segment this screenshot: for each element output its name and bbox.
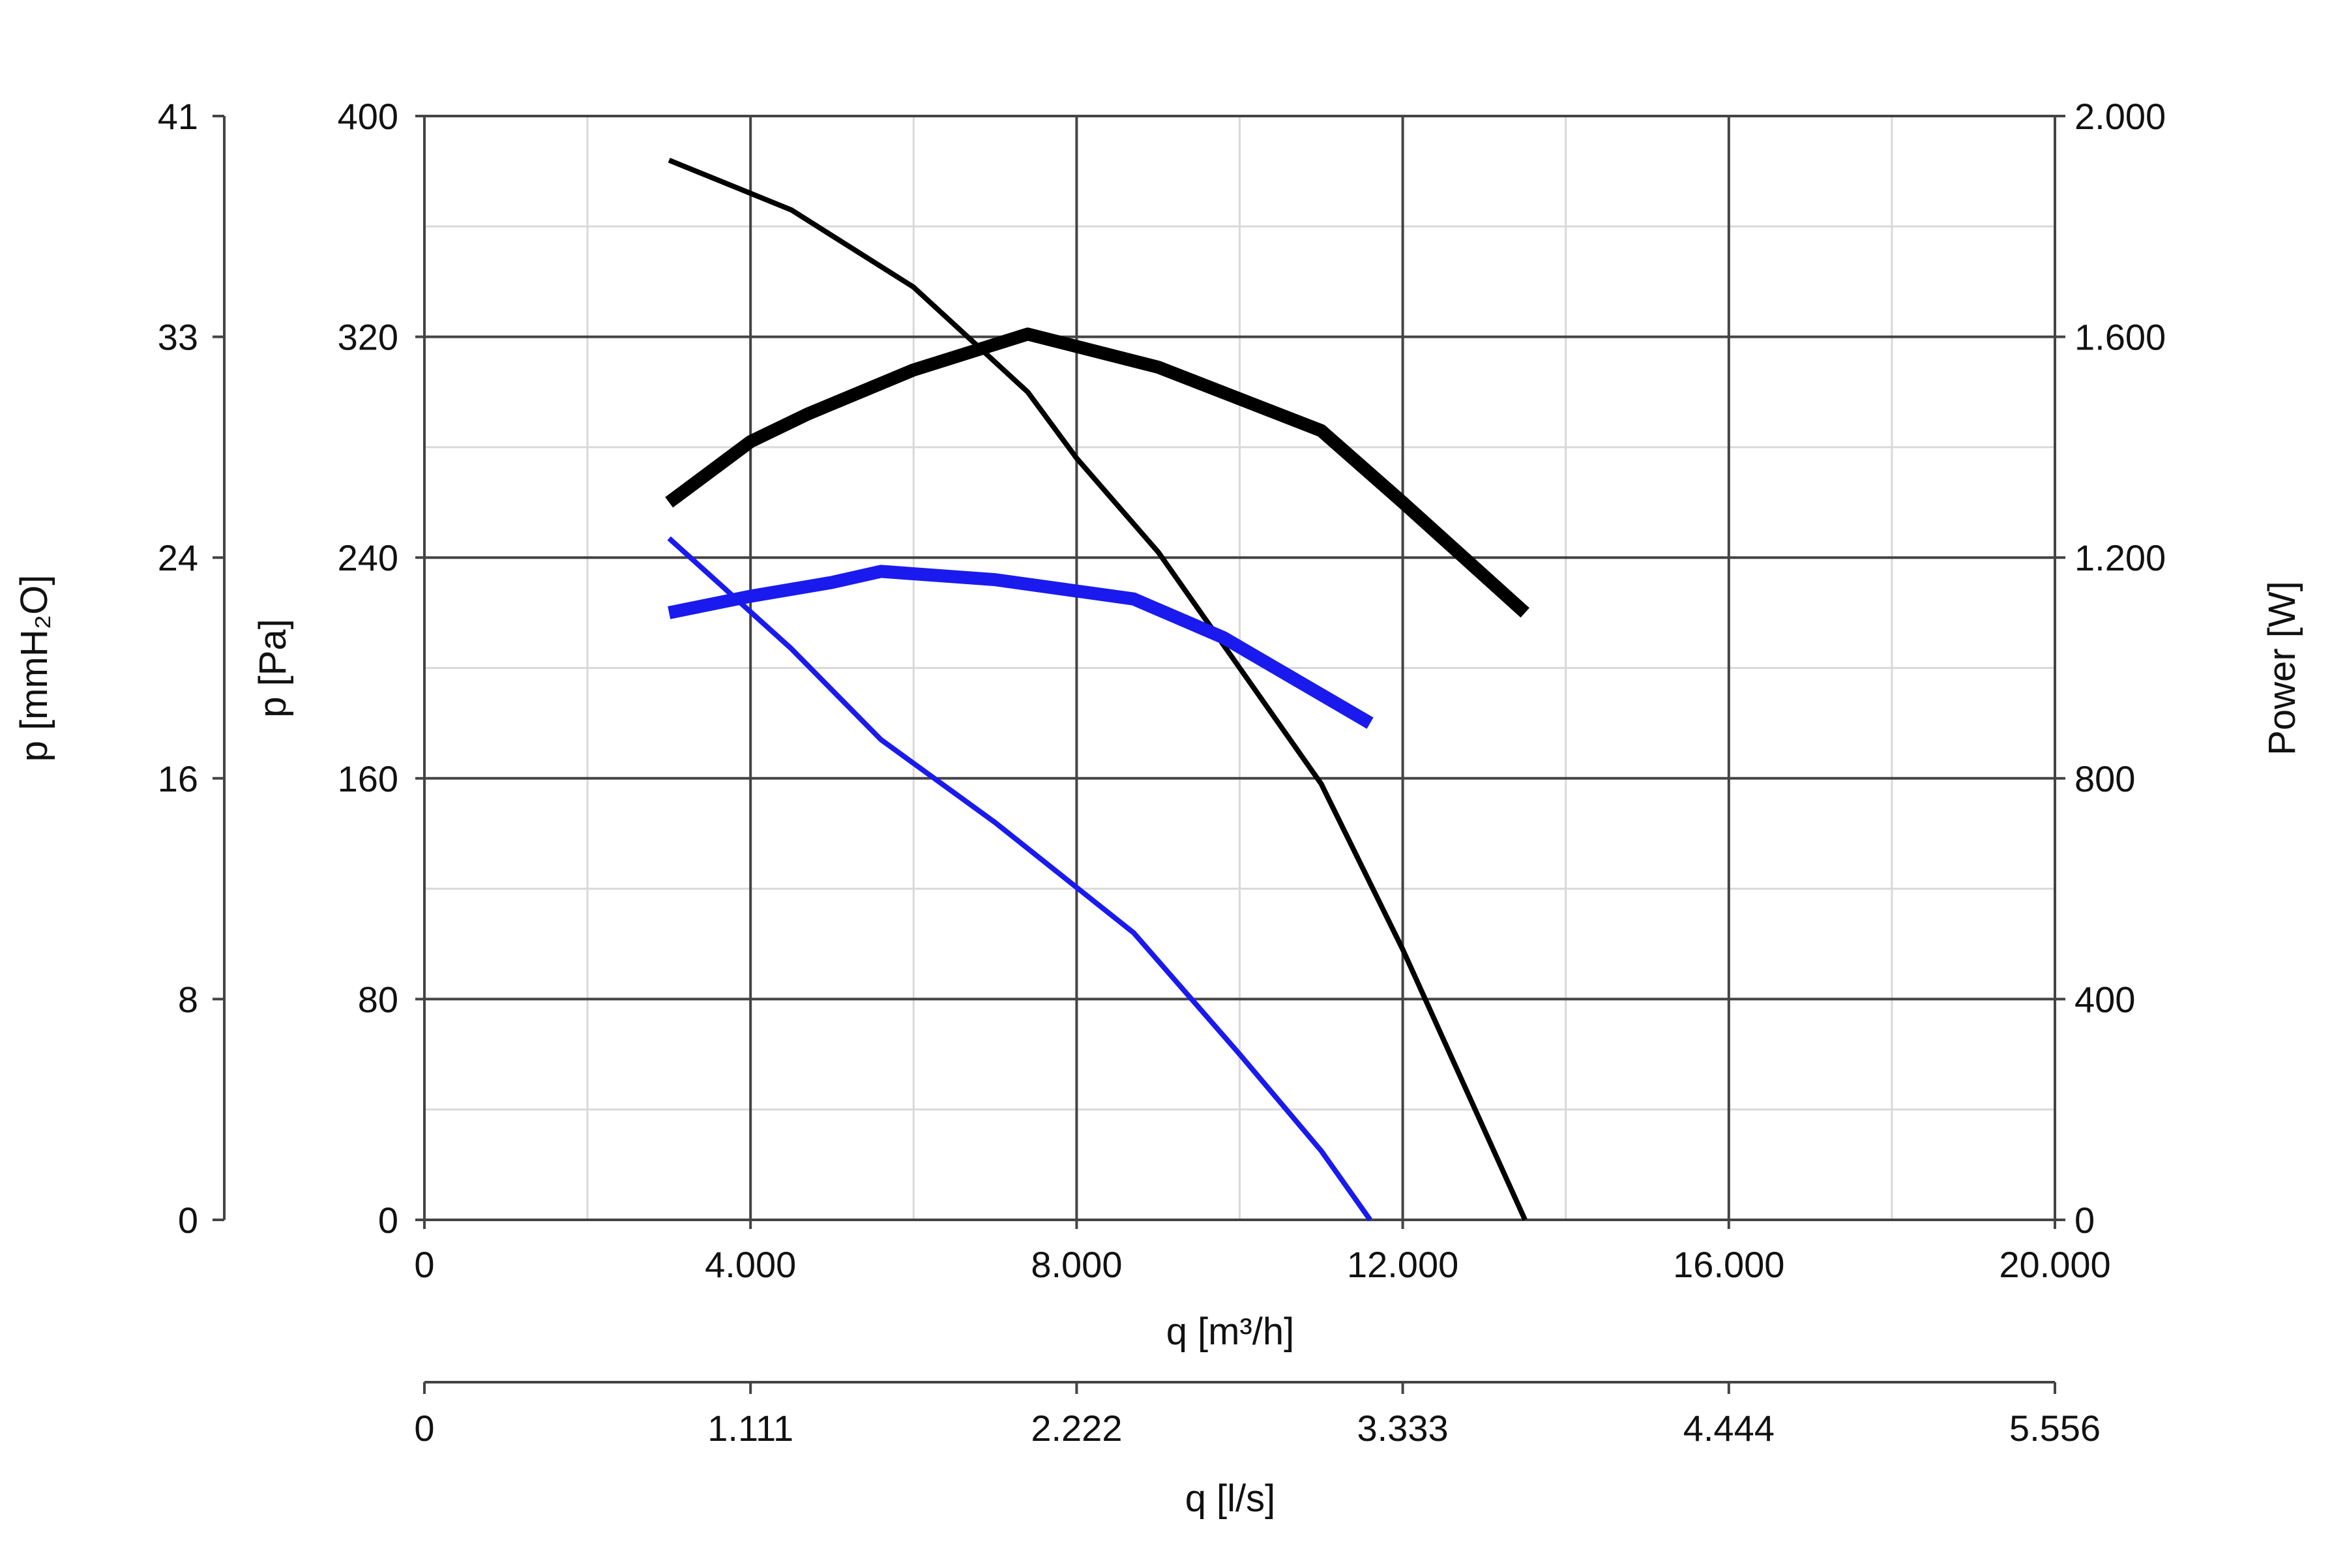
y3-tick-label: 2.000 [2074,96,2166,137]
y-tick-label: 240 [338,537,398,578]
x-tick-label: 0 [414,1244,434,1285]
y-tick-label: 320 [338,317,398,358]
x-axis-title: q [m³/h] [1166,1310,1295,1353]
axes [213,115,2065,1394]
series [665,157,1529,1222]
x2-tick-label: 0 [414,1408,434,1449]
y2-tick-label: 33 [158,317,198,358]
y3-tick-label: 400 [2074,979,2135,1020]
labels: q [m³/h] q [l/s] p [Pa] p [mmH₂O] Power … [13,96,2303,1520]
y3-tick-label: 800 [2074,758,2135,799]
y-tick-label: 400 [338,96,398,137]
y-axis-title: p [Pa] [252,619,294,718]
x2-tick-label: 1.111 [707,1408,793,1449]
y-tick-label: 0 [378,1200,398,1241]
y2-tick-label: 0 [178,1200,198,1241]
series-line-power-3 [668,565,1374,729]
y-tick-label: 160 [338,758,398,799]
x-tick-label: 4.000 [705,1244,796,1285]
x2-tick-label: 3.333 [1357,1408,1449,1449]
y3-axis-title: Power [W] [2261,581,2303,756]
y-tick-label: 80 [358,979,398,1020]
x-tick-label: 20.000 [1999,1244,2110,1285]
x2-axis-title: q [l/s] [1185,1477,1276,1520]
y2-axis-title: p [mmH₂O] [13,575,55,762]
x2-tick-label: 2.222 [1031,1408,1122,1449]
x2-tick-label: 4.444 [1683,1408,1775,1449]
x-tick-label: 8.000 [1031,1244,1122,1285]
x-tick-label: 16.000 [1673,1244,1784,1285]
series-line-pressure-0 [668,157,1528,1221]
y3-tick-label: 1.200 [2074,537,2166,578]
grid [423,115,2056,1221]
y3-tick-label: 0 [2074,1200,2095,1241]
series-line-power-1 [665,327,1529,618]
y2-tick-label: 8 [178,979,198,1020]
y2-tick-label: 24 [158,537,198,578]
series-line-pressure-2 [667,536,1372,1222]
y3-tick-label: 1.600 [2074,317,2166,358]
x2-tick-label: 5.556 [2009,1408,2101,1449]
y2-tick-label: 16 [158,758,198,799]
y2-tick-label: 41 [158,96,198,137]
x-tick-label: 12.000 [1347,1244,1458,1285]
